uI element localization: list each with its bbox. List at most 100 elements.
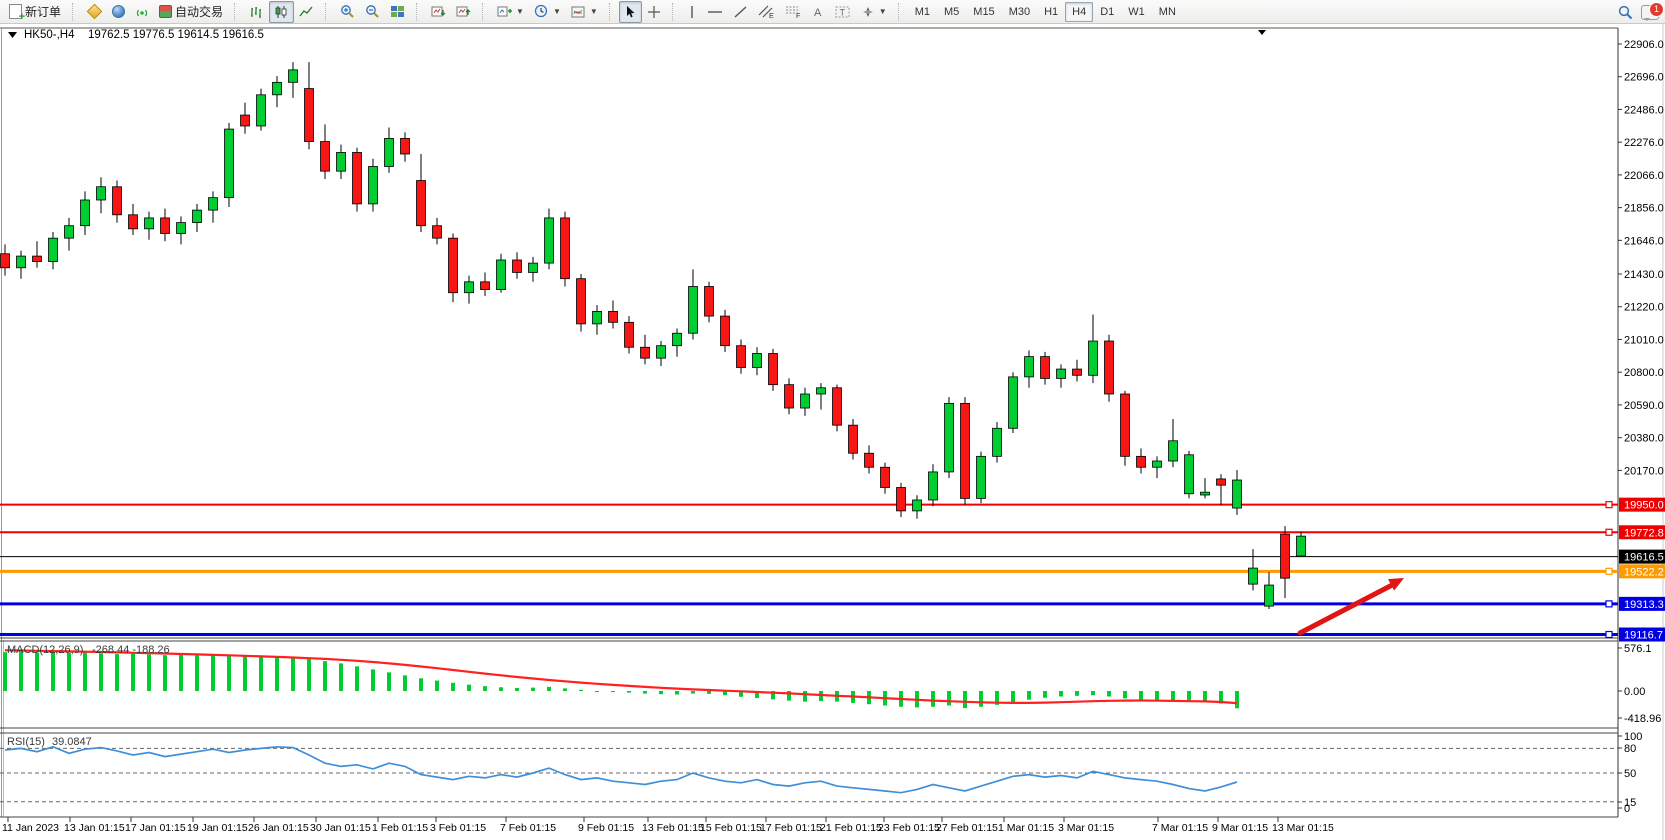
hline-handle[interactable] [1605, 567, 1613, 575]
timeframe-button-H4[interactable]: H4 [1065, 1, 1094, 22]
channel-button[interactable]: E [753, 1, 780, 23]
macd-histogram-bar [595, 691, 599, 692]
candle [208, 191, 218, 223]
candle [224, 122, 234, 208]
mql5-gem-button[interactable] [82, 1, 107, 23]
macd-histogram-bar [499, 687, 503, 691]
candle [1088, 314, 1098, 384]
hline-handle[interactable] [1605, 630, 1613, 639]
hline-price-tag [1619, 627, 1665, 642]
candle [432, 217, 442, 245]
candle [880, 462, 890, 494]
candle [352, 147, 362, 212]
timeframe-button-H1[interactable]: H1 [1044, 5, 1059, 18]
crosshair-button[interactable] [642, 1, 666, 23]
trendline-icon [734, 5, 747, 18]
candle [1120, 390, 1130, 466]
zoom-in-button[interactable] [335, 1, 360, 23]
hline-handle[interactable] [1605, 600, 1613, 608]
profile-save-button[interactable] [426, 1, 451, 23]
price-axis-label: 20170.0 [1624, 465, 1664, 477]
zoom-out-button[interactable] [360, 1, 385, 23]
candle [688, 269, 698, 340]
candle [1296, 531, 1306, 558]
text-icon: A [814, 7, 822, 19]
macd-histogram-bar [515, 688, 519, 691]
new-chart-icon [497, 6, 513, 16]
annotation-arrow-line[interactable] [1297, 580, 1399, 636]
timeframe-button-M1[interactable]: M1 [914, 5, 930, 18]
new-chart-button[interactable]: ▼ [492, 1, 529, 23]
line-chart-button[interactable] [294, 1, 319, 23]
candle [928, 464, 938, 507]
horizontal-line-button[interactable] [702, 1, 728, 23]
macd-axis-label: 0.00 [1624, 686, 1645, 698]
toolbar-separator [325, 2, 331, 21]
chart-shift-marker[interactable] [1258, 30, 1266, 35]
macd-histogram-bar [51, 651, 55, 691]
candlestick-chart-button[interactable] [269, 0, 295, 23]
vertical-line-button[interactable] [682, 1, 702, 23]
period-button[interactable]: ▼ [529, 1, 566, 23]
candle [656, 341, 666, 366]
chart-title-collapse-icon[interactable] [8, 32, 17, 38]
macd-histogram-bar [771, 691, 775, 700]
trendline-button[interactable] [728, 1, 753, 23]
annotation-arrow-head[interactable] [1388, 578, 1404, 591]
macd-histogram-bar [787, 691, 791, 701]
time-axis-label: 3 Feb 01:15 [430, 822, 486, 834]
profile-load-icon [456, 6, 471, 16]
hline-handle[interactable] [1605, 501, 1613, 509]
candle [992, 422, 1002, 463]
notifications-button[interactable]: 1 [1641, 1, 1664, 21]
signal-button[interactable] [130, 1, 154, 23]
macd-histogram-bar [947, 691, 951, 706]
bar-chart-button[interactable] [244, 1, 269, 23]
profile-load-button[interactable] [451, 1, 476, 23]
search-icon[interactable] [1618, 5, 1633, 20]
rsi-axis-label: 80 [1624, 743, 1636, 755]
main-toolbar: 新订单 自动交易 [0, 0, 1665, 24]
shapes-button[interactable]: ▼ [856, 1, 892, 23]
hline-price-tag [1619, 549, 1665, 564]
macd-histogram-bar [1219, 691, 1223, 704]
price-axis-label: 22906.0 [1624, 39, 1664, 51]
timeframe-button-W1[interactable]: W1 [1128, 5, 1145, 18]
time-axis-label: 13 Mar 01:15 [1272, 822, 1334, 834]
candle [736, 339, 746, 374]
template-button[interactable]: ▼ [566, 1, 603, 23]
tile-windows-button[interactable] [385, 1, 410, 23]
cursor-button[interactable] [618, 0, 642, 23]
community-button[interactable] [107, 1, 130, 23]
timeframe-button-MN[interactable]: MN [1158, 5, 1176, 18]
fibonacci-button[interactable]: F [780, 1, 807, 23]
candle [1216, 474, 1226, 506]
timeframe-button-M30[interactable]: M30 [1008, 5, 1031, 18]
time-axis-label: 26 Jan 01:15 [248, 822, 309, 834]
macd-histogram-bar [627, 691, 631, 693]
timeframe-button-D1[interactable]: D1 [1100, 5, 1115, 18]
line-chart-icon [299, 6, 313, 16]
candle [704, 281, 714, 323]
candle [176, 216, 186, 245]
timeframe-button-M5[interactable]: M5 [944, 5, 960, 18]
macd-histogram-bar [1171, 691, 1175, 702]
chart-area[interactable]: 22906.0 22696.0 22486.0 22276.0 22066.0 21856… [0, 24, 1665, 840]
macd-histogram-bar [755, 691, 759, 699]
price-axis-label: 21010.0 [1624, 334, 1664, 346]
timeframe-button-M15[interactable]: M15 [973, 5, 995, 18]
autotrading-button[interactable]: 自动交易 [154, 1, 228, 23]
shapes-icon [862, 6, 873, 17]
hline-price-tag [1619, 525, 1665, 540]
time-axis-label: 19 Jan 01:15 [187, 822, 248, 834]
crosshair-icon [647, 5, 660, 18]
candle [96, 177, 106, 214]
candle [912, 495, 922, 519]
hline-price-tag-text: 19313.3 [1624, 599, 1664, 611]
hline-handle[interactable] [1605, 528, 1613, 536]
text-button[interactable]: A [807, 1, 830, 23]
timeframe-group: M1 M5 M15 M30 H1 H4 D1 W1 MN [908, 1, 1183, 23]
text-label-button[interactable]: T [830, 1, 856, 23]
new-order-button[interactable]: 新订单 [4, 1, 66, 23]
macd-axis-label: 576.1 [1624, 643, 1652, 655]
